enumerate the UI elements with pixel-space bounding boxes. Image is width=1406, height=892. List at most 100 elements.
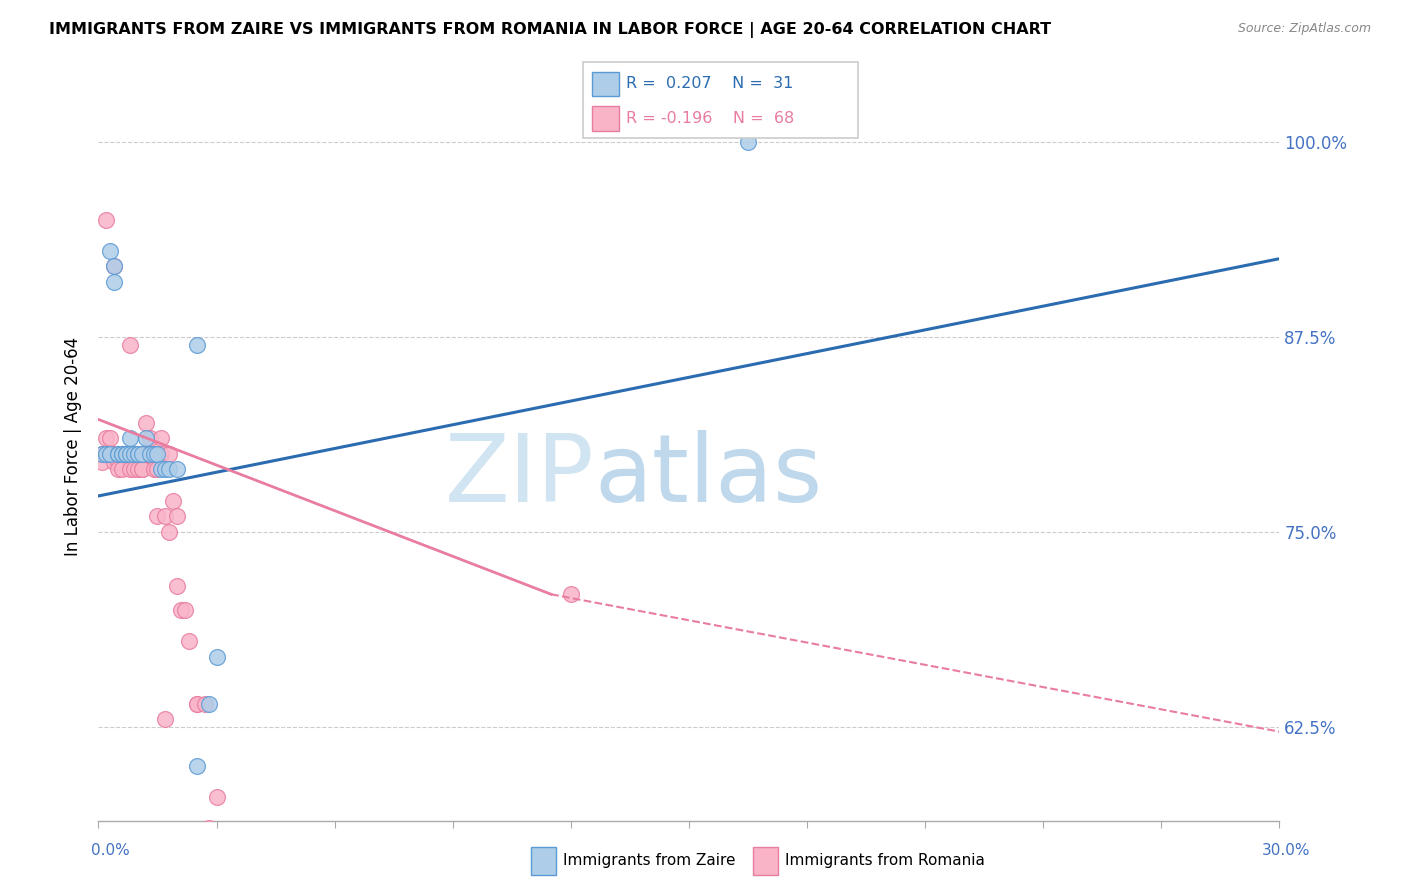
Point (146, 509, 169, 524)
Point (127, 447, 149, 461)
Point (107, 447, 129, 461)
Point (118, 337, 141, 351)
Point (103, 454, 125, 468)
Point (142, 462, 165, 476)
Point (197, 697, 219, 711)
Point (131, 447, 153, 461)
Point (107, 462, 129, 476)
Point (91, 447, 114, 461)
Point (96, 447, 118, 461)
Point (107, 447, 129, 461)
Point (98, 447, 121, 461)
Point (205, 790, 228, 805)
FancyBboxPatch shape (592, 106, 619, 130)
FancyBboxPatch shape (592, 71, 619, 95)
Point (122, 447, 145, 461)
Point (96, 431, 118, 445)
Point (155, 462, 177, 476)
Point (107, 454, 129, 468)
Point (135, 447, 157, 461)
Point (103, 447, 125, 461)
Point (103, 260, 125, 274)
Point (96, 212, 118, 227)
Point (146, 462, 169, 476)
Point (194, 697, 217, 711)
Point (118, 447, 141, 461)
Point (131, 447, 153, 461)
Point (146, 447, 169, 461)
Point (150, 462, 173, 476)
Point (166, 462, 188, 476)
Text: ZIP: ZIP (444, 430, 595, 522)
FancyBboxPatch shape (754, 847, 778, 875)
Point (111, 447, 134, 461)
Point (118, 447, 141, 461)
Point (111, 447, 134, 461)
Point (91, 447, 114, 461)
Point (186, 697, 208, 711)
Point (560, 587, 582, 601)
Point (138, 447, 160, 461)
Text: Immigrants from Zaire: Immigrants from Zaire (564, 854, 735, 868)
Point (131, 462, 153, 476)
Point (118, 462, 141, 476)
Text: atlas: atlas (595, 430, 823, 522)
Point (98, 431, 121, 445)
Point (127, 447, 149, 461)
Point (170, 603, 193, 617)
Point (150, 447, 173, 461)
Point (157, 824, 180, 838)
Point (91, 454, 114, 468)
Point (177, 634, 200, 648)
Point (155, 509, 177, 524)
Point (138, 431, 160, 445)
Point (197, 822, 219, 836)
Point (135, 416, 157, 430)
Point (98, 447, 121, 461)
Point (127, 447, 149, 461)
Point (115, 447, 138, 461)
Point (118, 447, 141, 461)
Y-axis label: In Labor Force | Age 20-64: In Labor Force | Age 20-64 (63, 336, 82, 556)
Point (107, 447, 129, 461)
Point (205, 649, 228, 664)
Point (91, 447, 114, 461)
Point (111, 447, 134, 461)
Point (98, 244, 121, 258)
Point (131, 462, 153, 476)
Point (98, 447, 121, 461)
Point (96, 447, 118, 461)
Point (122, 462, 145, 476)
Point (111, 447, 134, 461)
Text: R =  0.207    N =  31: R = 0.207 N = 31 (626, 76, 793, 91)
Point (186, 337, 208, 351)
Point (150, 431, 173, 445)
Point (122, 447, 145, 461)
FancyBboxPatch shape (583, 62, 858, 138)
Point (127, 462, 149, 476)
Point (174, 603, 197, 617)
Point (98, 447, 121, 461)
Point (186, 697, 208, 711)
Point (135, 447, 157, 461)
Point (166, 509, 188, 524)
Point (111, 447, 134, 461)
Point (162, 493, 184, 508)
Point (138, 447, 160, 461)
Text: 30.0%: 30.0% (1263, 843, 1310, 858)
Point (157, 447, 180, 461)
Text: IMMIGRANTS FROM ZAIRE VS IMMIGRANTS FROM ROMANIA IN LABOR FORCE | AGE 20-64 CORR: IMMIGRANTS FROM ZAIRE VS IMMIGRANTS FROM… (49, 22, 1052, 38)
Point (111, 462, 134, 476)
Point (107, 447, 129, 461)
Point (103, 447, 125, 461)
Point (103, 447, 125, 461)
Point (737, 135, 759, 149)
Text: Immigrants from Romania: Immigrants from Romania (785, 854, 984, 868)
Point (142, 447, 165, 461)
Point (115, 447, 138, 461)
Point (118, 431, 141, 445)
Point (157, 462, 180, 476)
Text: R = -0.196    N =  68: R = -0.196 N = 68 (626, 111, 794, 126)
Point (115, 447, 138, 461)
Point (103, 260, 125, 274)
